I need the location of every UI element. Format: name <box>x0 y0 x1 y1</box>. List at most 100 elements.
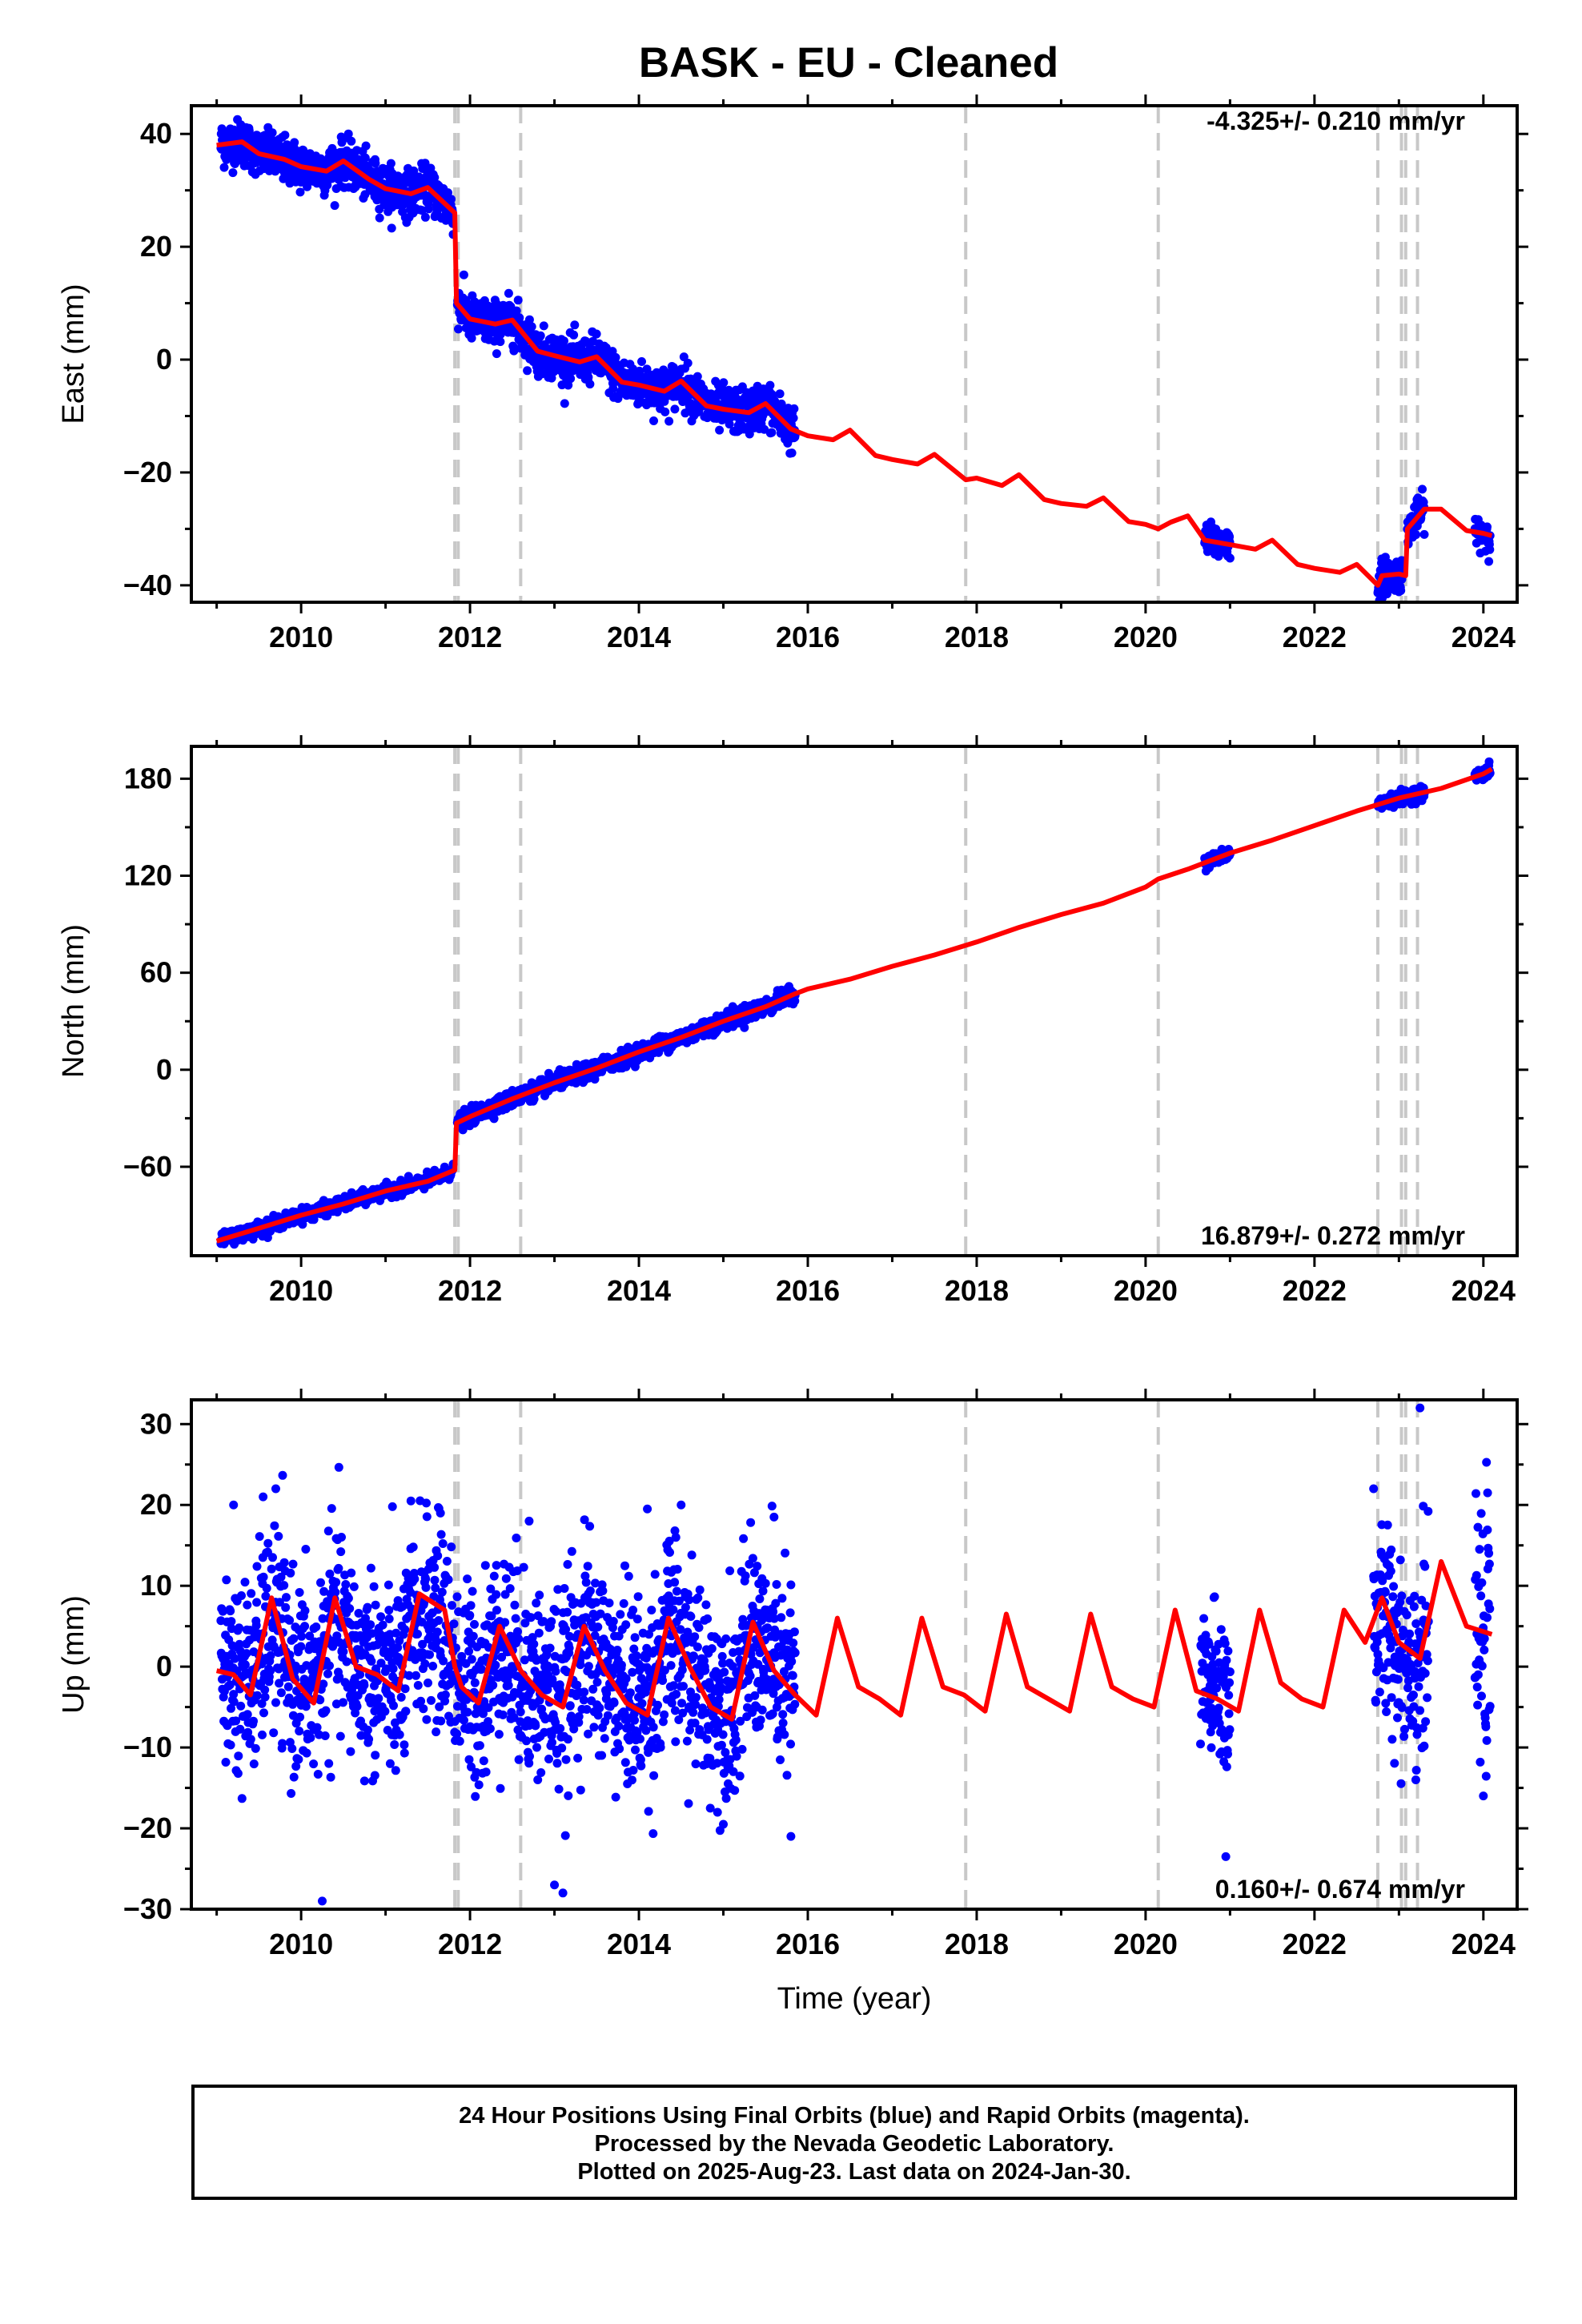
data-point <box>410 1574 420 1584</box>
data-points <box>216 115 1495 602</box>
data-point <box>226 1606 235 1616</box>
data-point <box>295 1712 305 1722</box>
data-point <box>393 1596 403 1606</box>
data-point <box>421 1582 431 1592</box>
model-line <box>216 139 1493 588</box>
data-point <box>608 384 618 393</box>
data-point <box>564 380 573 390</box>
data-point <box>337 1533 346 1542</box>
data-point <box>225 1680 235 1690</box>
data-point <box>287 1789 296 1798</box>
data-point <box>1411 530 1421 540</box>
data-point <box>341 1580 351 1589</box>
data-point <box>422 1512 432 1522</box>
data-point <box>465 1610 475 1620</box>
data-point <box>296 1642 306 1651</box>
data-point <box>249 1716 258 1726</box>
data-point <box>283 1682 293 1691</box>
x-tick-label: 2010 <box>269 621 333 653</box>
panel-3: 2010 2012 2014 2016 2018 2020 2022 2024−30−20−1… <box>57 1389 1528 2016</box>
data-point <box>408 1542 418 1552</box>
data-point <box>259 1572 268 1582</box>
data-point <box>492 299 501 308</box>
y-tick-label: −60 <box>123 1150 172 1183</box>
data-point <box>683 358 693 368</box>
data-point <box>424 1679 432 1687</box>
data-point <box>237 1794 247 1803</box>
x-tick-label: 2022 <box>1283 1274 1347 1307</box>
data-point <box>363 1602 372 1612</box>
data-point <box>452 1592 462 1602</box>
data-point <box>260 1692 270 1702</box>
data-point <box>240 1578 250 1587</box>
data-point <box>295 187 305 197</box>
data-point <box>436 1530 446 1539</box>
data-point <box>1419 529 1429 539</box>
data-point <box>787 448 797 458</box>
data-point <box>470 1619 479 1629</box>
data-point <box>359 1776 369 1786</box>
data-point <box>496 337 505 347</box>
data-point <box>391 1628 401 1638</box>
data-point <box>330 201 339 211</box>
data-point <box>229 1690 239 1699</box>
x-tick-label: 2016 <box>776 1274 840 1307</box>
panel-2: 2010 2012 2014 2016 2018 2020 2022 2024−6006012… <box>57 735 1528 1307</box>
data-point <box>270 1521 279 1530</box>
data-point <box>228 168 238 178</box>
data-point <box>243 1710 252 1719</box>
data-point <box>740 1023 749 1032</box>
data-point <box>325 1569 335 1578</box>
data-point <box>401 1707 411 1716</box>
data-point <box>342 1657 351 1667</box>
data-point <box>459 270 468 279</box>
data-point <box>305 1631 315 1641</box>
data-point <box>286 1568 295 1578</box>
y-tick-label: 20 <box>140 230 172 263</box>
data-point <box>295 1588 304 1597</box>
data-point <box>303 182 312 191</box>
data-point <box>539 321 548 331</box>
data-point <box>396 1692 406 1702</box>
data-point <box>335 1672 344 1682</box>
data-point <box>725 420 734 429</box>
data-point <box>227 1617 236 1626</box>
x-tick-label: 2010 <box>269 1274 333 1307</box>
data-point <box>1485 545 1495 554</box>
x-tick-label: 2020 <box>1114 1274 1178 1307</box>
data-point <box>371 1600 380 1610</box>
data-point <box>302 1748 311 1758</box>
data-point <box>464 1647 474 1656</box>
data-point <box>325 1661 334 1671</box>
data-point <box>449 1619 459 1629</box>
data-point <box>361 141 371 151</box>
data-point <box>218 1606 227 1616</box>
data-point <box>301 1702 311 1711</box>
data-point <box>422 1715 432 1724</box>
data-point <box>336 1547 346 1557</box>
data-point <box>287 1744 297 1753</box>
data-point <box>237 1591 246 1600</box>
data-point <box>789 404 799 413</box>
data-point <box>347 1568 356 1578</box>
data-point <box>432 1627 442 1637</box>
data-point <box>279 1558 289 1567</box>
data-point <box>315 1695 325 1705</box>
data-point <box>280 131 290 140</box>
data-point <box>289 1772 299 1782</box>
data-point <box>489 1114 499 1124</box>
data-point <box>400 1740 409 1750</box>
data-point <box>400 1684 410 1694</box>
data-point <box>291 1762 301 1771</box>
data-point <box>302 1661 311 1671</box>
data-point <box>592 329 601 339</box>
data-point <box>243 1600 252 1610</box>
data-point <box>384 1614 394 1623</box>
data-point <box>319 1679 328 1689</box>
data-point <box>523 366 532 376</box>
y-tick-label: 60 <box>140 956 172 989</box>
data-point <box>390 1740 400 1749</box>
data-point <box>420 212 430 222</box>
data-point <box>715 425 725 435</box>
data-point <box>439 1656 448 1666</box>
